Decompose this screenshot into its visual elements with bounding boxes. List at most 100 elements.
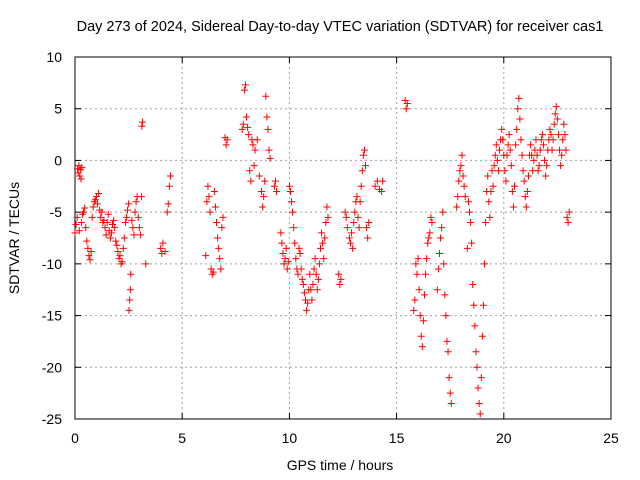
data-point-marker — [121, 218, 129, 226]
y-tick-label: -5 — [50, 204, 63, 220]
data-point-marker — [533, 151, 541, 159]
data-point-marker — [131, 208, 139, 216]
data-point-marker — [260, 193, 268, 201]
data-point-marker — [479, 301, 487, 309]
data-point-marker — [534, 167, 542, 175]
data-point-marker — [134, 213, 142, 221]
data-point-marker — [265, 146, 273, 154]
data-point-marker — [296, 250, 304, 258]
data-point-marker — [316, 244, 324, 252]
data-point-marker — [441, 291, 449, 299]
data-point-marker — [82, 224, 90, 232]
data-point-marker — [75, 227, 83, 235]
data-point-marker — [80, 208, 88, 216]
data-point-marker — [214, 234, 222, 242]
data-point-marker — [217, 265, 225, 273]
data-point-marker — [218, 224, 226, 232]
data-point-marker — [111, 224, 119, 232]
data-point-marker — [266, 154, 274, 162]
data-point-marker — [511, 182, 519, 190]
data-point-marker — [304, 299, 312, 307]
data-point-marker — [308, 296, 316, 304]
data-point-marker — [219, 213, 227, 221]
data-point-marker — [362, 162, 370, 170]
data-point-marker — [465, 208, 473, 216]
data-point-marker — [454, 193, 462, 201]
data-point-marker — [356, 198, 364, 206]
data-point-marker — [89, 203, 97, 211]
data-point-marker — [98, 208, 106, 216]
data-point-marker — [292, 255, 300, 263]
data-point-marker — [536, 146, 544, 154]
data-point-marker — [348, 229, 356, 237]
data-point-marker — [213, 218, 221, 226]
data-point-marker — [456, 167, 464, 175]
data-point-marker — [520, 177, 528, 185]
data-point-marker — [417, 332, 425, 340]
data-point-marker — [88, 213, 96, 221]
data-point-marker — [205, 193, 213, 201]
data-point-marker — [550, 120, 558, 128]
data-point-marker — [564, 218, 572, 226]
data-point-marker — [277, 229, 285, 237]
data-point-marker — [467, 218, 475, 226]
data-point-marker — [512, 141, 520, 149]
data-point-marker — [419, 317, 427, 325]
data-point-marker — [245, 131, 253, 139]
data-point-marker — [548, 146, 556, 154]
data-point-marker — [435, 250, 443, 258]
data-point-marker — [446, 389, 454, 397]
data-point-marker — [488, 167, 496, 175]
data-point-marker — [72, 221, 80, 229]
data-point-marker — [101, 224, 109, 232]
data-point-marker — [282, 244, 290, 252]
data-point-marker — [239, 120, 247, 128]
data-point-marker — [313, 286, 321, 294]
data-point-marker — [294, 270, 302, 278]
y-tick-label: -25 — [42, 411, 62, 427]
data-point-marker — [253, 136, 261, 144]
data-point-marker — [461, 193, 469, 201]
data-point-marker — [341, 208, 349, 216]
data-point-marker — [290, 224, 298, 232]
data-point-marker — [447, 399, 455, 407]
data-point-marker — [444, 348, 452, 356]
data-point-marker — [86, 256, 94, 264]
data-point-marker — [238, 125, 246, 133]
data-point-marker — [547, 131, 555, 139]
data-point-marker — [112, 237, 120, 245]
data-point-marker — [223, 136, 231, 144]
data-point-marker — [284, 258, 292, 266]
data-point-marker — [347, 239, 355, 247]
data-point-marker — [355, 224, 363, 232]
data-point-marker — [402, 105, 410, 113]
data-point-marker — [166, 172, 174, 180]
data-point-marker — [515, 94, 523, 102]
data-point-marker — [91, 196, 99, 204]
data-point-marker — [474, 384, 482, 392]
data-point-marker — [364, 234, 372, 242]
y-tick-label: -10 — [42, 256, 62, 272]
data-point-marker — [463, 244, 471, 252]
data-point-marker — [539, 141, 547, 149]
data-point-marker — [113, 241, 121, 249]
data-point-marker — [359, 151, 367, 159]
data-point-marker — [486, 213, 494, 221]
data-point-marker — [84, 244, 92, 252]
data-point-marker — [322, 218, 330, 226]
data-point-marker — [165, 182, 173, 190]
data-point-marker — [503, 151, 511, 159]
data-point-marker — [459, 172, 467, 180]
data-point-marker — [504, 141, 512, 149]
data-point-marker — [513, 125, 521, 133]
data-point-marker — [546, 125, 554, 133]
data-point-marker — [557, 162, 565, 170]
data-point-marker — [262, 92, 270, 100]
data-point-marker — [518, 151, 526, 159]
data-point-marker — [279, 250, 287, 258]
data-point-marker — [442, 312, 450, 320]
data-point-marker — [551, 110, 559, 118]
data-point-marker — [204, 182, 212, 190]
data-point-marker — [559, 136, 567, 144]
data-point-marker — [97, 213, 105, 221]
